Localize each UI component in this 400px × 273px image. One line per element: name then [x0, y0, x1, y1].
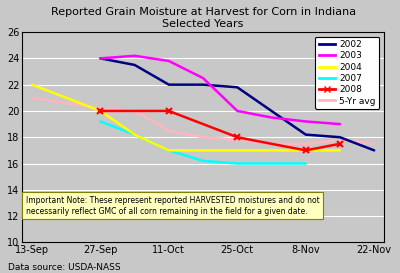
Title: Reported Grain Moisture at Harvest for Corn in Indiana
Selected Years: Reported Grain Moisture at Harvest for C… [50, 7, 356, 29]
Legend: 2002, 2003, 2004, 2007, 2008, 5-Yr avg: 2002, 2003, 2004, 2007, 2008, 5-Yr avg [315, 37, 380, 109]
Text: Data source: USDA-NASS: Data source: USDA-NASS [8, 263, 121, 272]
Text: Important Note: These represent reported HARVESTED moistures and do not
necessar: Important Note: These represent reported… [26, 196, 320, 215]
